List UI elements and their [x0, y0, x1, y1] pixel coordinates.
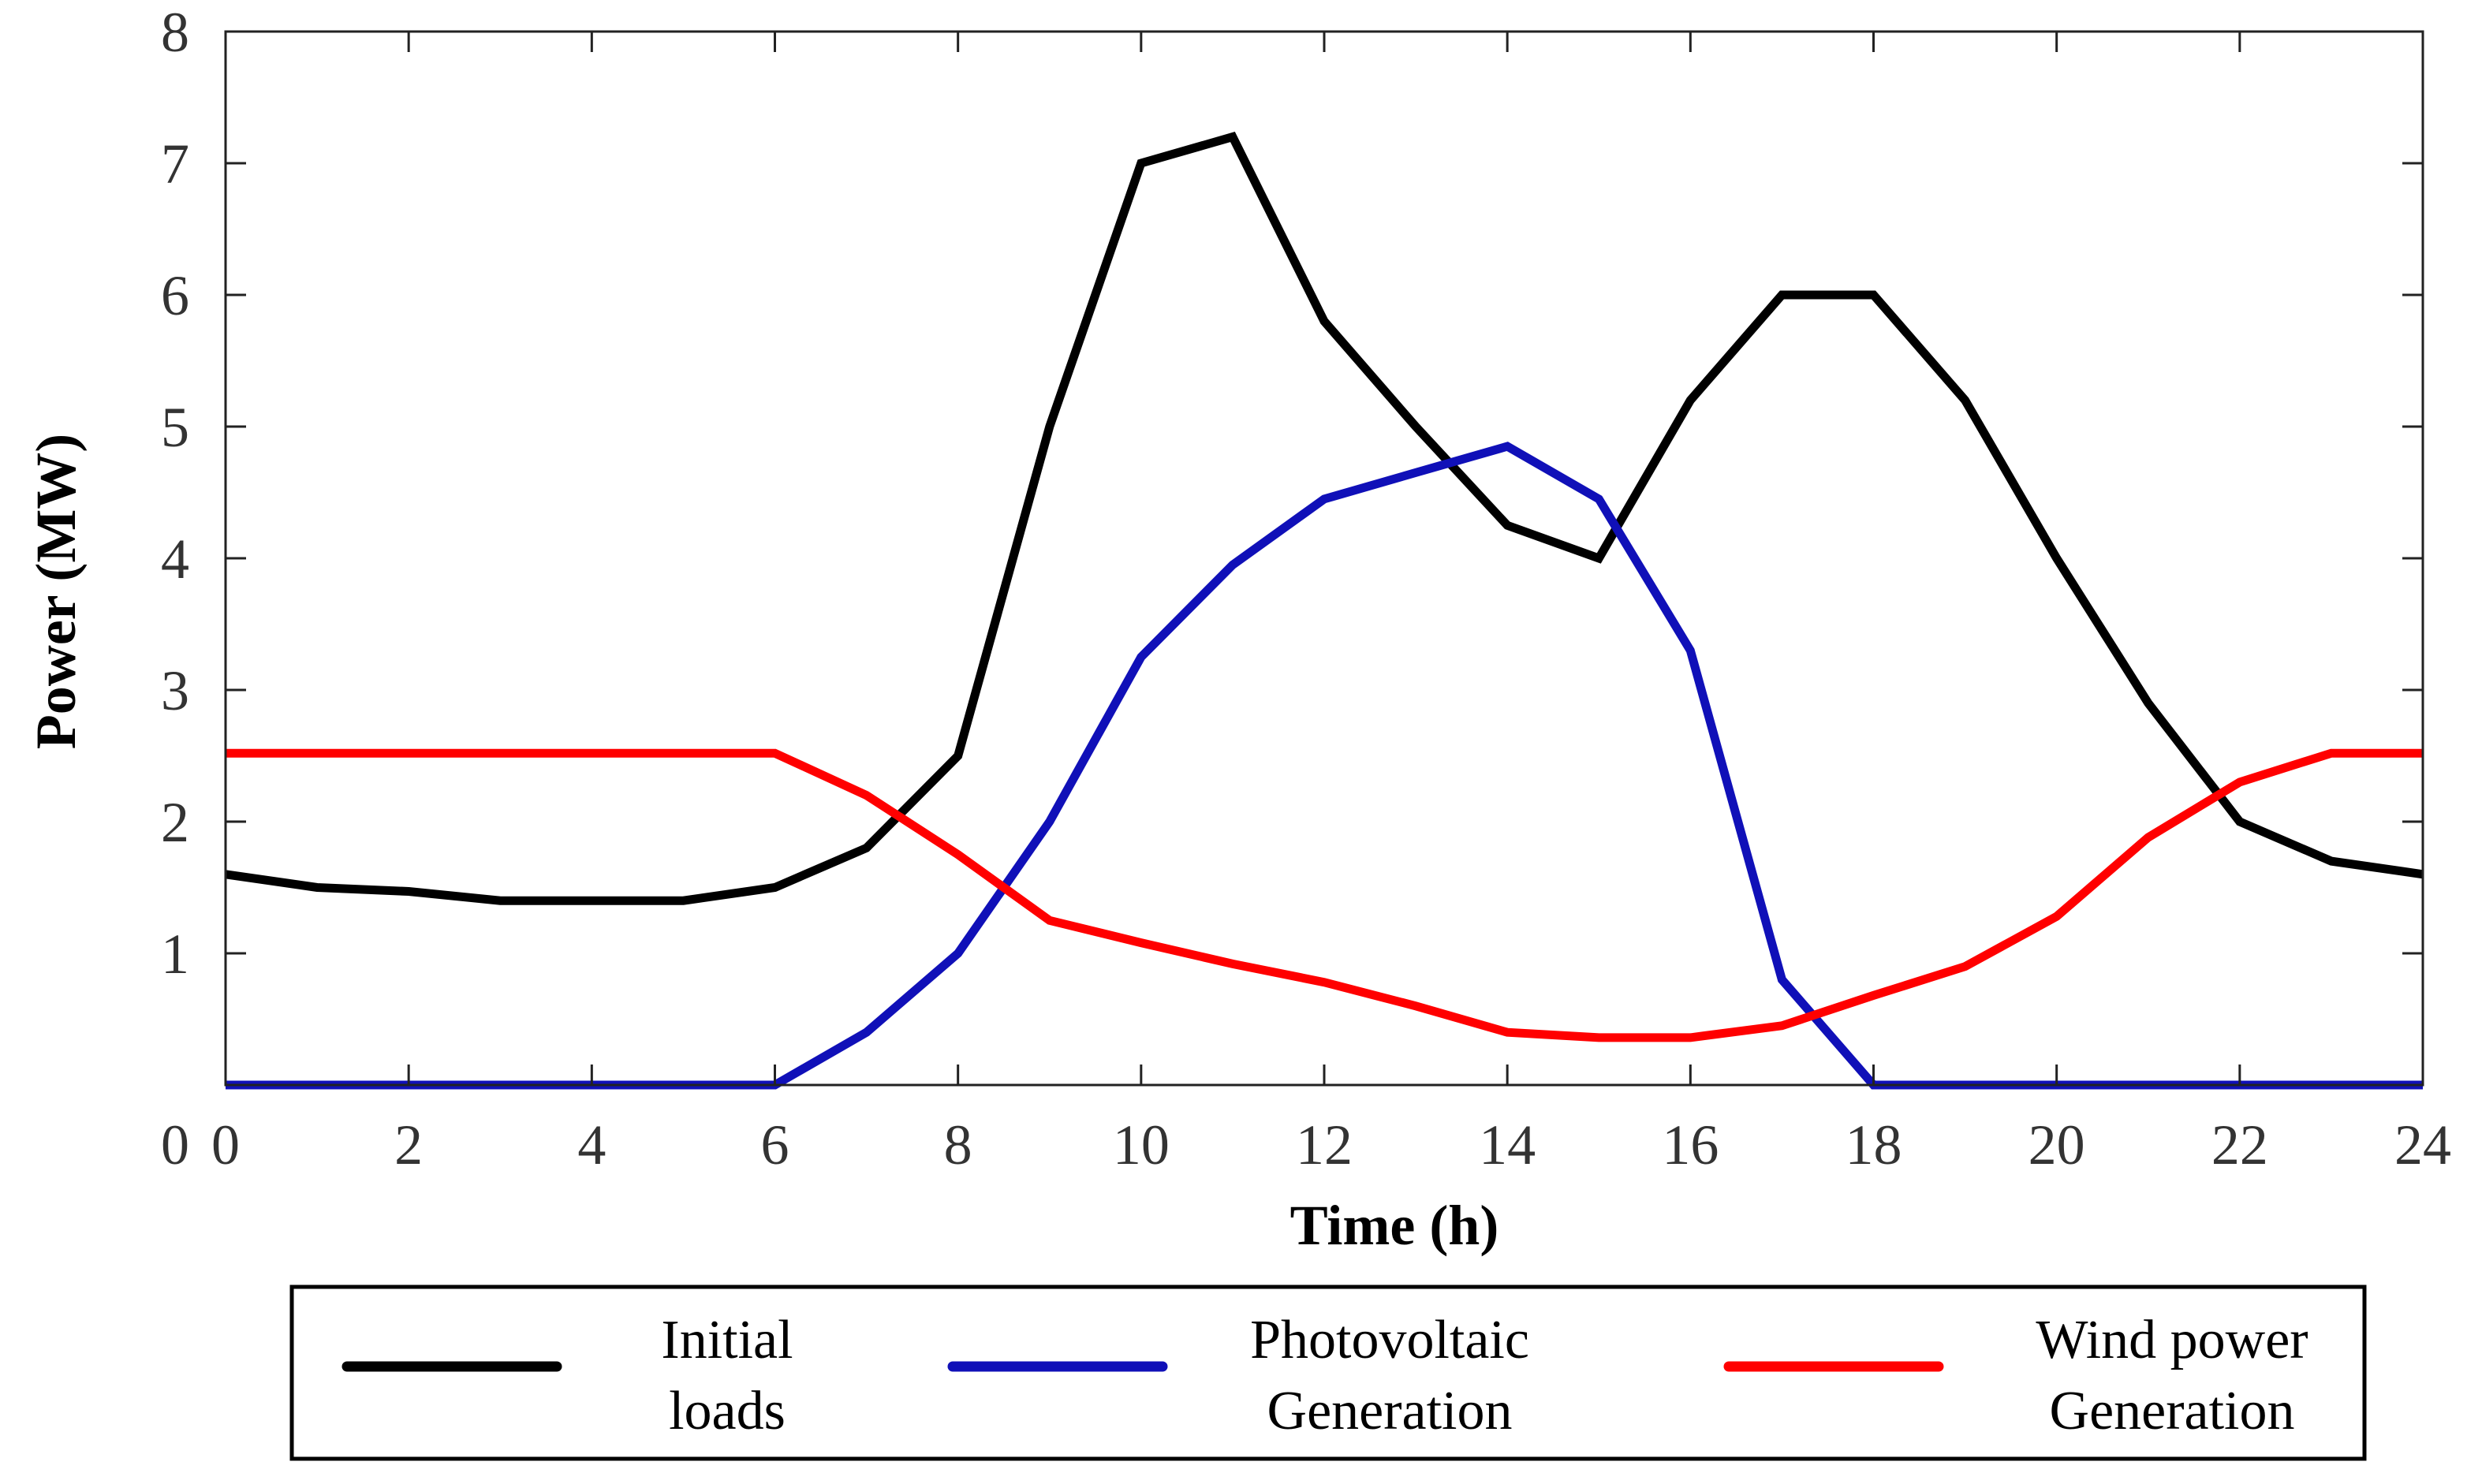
x-tick-label-3: 6 — [761, 1113, 789, 1176]
legend-box — [289, 1285, 2367, 1461]
series-line-2 — [226, 748, 2423, 1042]
x-tick-label-7: 14 — [1479, 1113, 1536, 1176]
legend-label-2-line2: Generation — [2050, 1381, 2295, 1441]
x-tick-label-8: 16 — [1662, 1113, 1719, 1176]
x-tick-label-5: 10 — [1113, 1113, 1170, 1176]
legend-label-0-line2: loads — [669, 1381, 786, 1441]
x-tick-label-2: 4 — [577, 1113, 606, 1176]
x-tick-label-0: 0 — [211, 1113, 240, 1176]
x-tick-label-12: 24 — [2394, 1113, 2451, 1176]
legend-label-0-line1: Initial — [661, 1310, 793, 1370]
x-axis-title: Time (h) — [1290, 1194, 1499, 1257]
y-tick-label-2: 2 — [161, 791, 189, 854]
legend: Initial loads Photovoltaic Generation Wind p… — [289, 1285, 2367, 1461]
y-tick-label-1: 1 — [161, 923, 189, 986]
legend-label-2-line1: Wind power — [2036, 1310, 2308, 1370]
y-tick-label-5: 5 — [161, 396, 189, 459]
y-tick-label-7: 7 — [161, 132, 189, 196]
x-tick-label-11: 22 — [2211, 1113, 2268, 1176]
y-tick-label-3: 3 — [161, 659, 189, 722]
x-tick-label-4: 8 — [944, 1113, 972, 1176]
y-tick-label-4: 4 — [161, 528, 189, 591]
y-axis-title: Power (MW) — [24, 434, 88, 750]
x-tick-label-6: 12 — [1296, 1113, 1353, 1176]
y-tick-label-0: 0 — [161, 1113, 189, 1176]
legend-label-1-line2: Generation — [1267, 1381, 1513, 1441]
x-tick-label-10: 20 — [2028, 1113, 2085, 1176]
series-line-0 — [225, 132, 2424, 905]
y-tick-label-6: 6 — [161, 264, 189, 327]
x-tick-label-1: 2 — [394, 1113, 423, 1176]
y-tick-label-8: 8 — [161, 1, 189, 64]
legend-label-1-line1: Photovoltaic — [1250, 1310, 1529, 1370]
x-tick-label-9: 18 — [1846, 1113, 1902, 1176]
